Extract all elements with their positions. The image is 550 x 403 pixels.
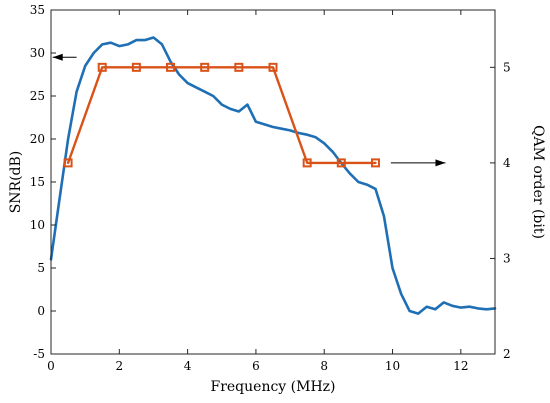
annotation-layer: [52, 53, 446, 167]
y-tick-label-right: 5: [503, 60, 511, 74]
qam-order-point: [97, 62, 107, 72]
y-tick-label-left: 20: [30, 132, 45, 146]
y-tick-label-right: 4: [503, 156, 511, 170]
y-tick-label-left: 30: [30, 46, 45, 60]
plot-area: [51, 10, 495, 354]
qam-order-point: [234, 62, 244, 72]
qam-order-point: [131, 62, 141, 72]
axis-arrow-head: [435, 159, 446, 167]
qam-order-point: [63, 158, 73, 168]
y-tick-label-left: 15: [30, 175, 45, 189]
snr-line: [49, 36, 497, 315]
qam-order-point: [200, 62, 210, 72]
y-tick-label-left: 35: [30, 3, 45, 17]
x-tick-label: 2: [115, 359, 123, 373]
qam-order-point: [370, 158, 380, 168]
qam-order-point: [166, 62, 176, 72]
qam-order-point: [268, 62, 278, 72]
y-tick-label-left: -5: [33, 347, 45, 361]
y-axis-label-left: SNR(dB): [8, 151, 24, 214]
x-tick-label: 6: [252, 359, 260, 373]
y-tick-label-left: 10: [30, 218, 45, 232]
series-layer: [49, 36, 497, 315]
x-tick-label: 8: [320, 359, 328, 373]
y-tick-label-right: 2: [503, 347, 511, 361]
y-tick-label-left: 0: [37, 304, 45, 318]
x-axis-label: Frequency (MHz): [210, 379, 335, 395]
qam-order-line: [66, 66, 377, 165]
x-tick-label: 12: [453, 359, 468, 373]
qam-order-point: [336, 158, 346, 168]
x-tick-label: 10: [385, 359, 400, 373]
y-axis-label-right: QAM order (bit): [530, 125, 546, 239]
y-tick-label-left: 5: [37, 261, 45, 275]
qam-order-point: [302, 158, 312, 168]
x-tick-label: 0: [47, 359, 55, 373]
x-tick-label: 4: [184, 359, 192, 373]
axis-arrow-head: [52, 53, 63, 61]
y-tick-label-left: 25: [30, 89, 45, 103]
y-tick-label-right: 3: [503, 251, 511, 265]
